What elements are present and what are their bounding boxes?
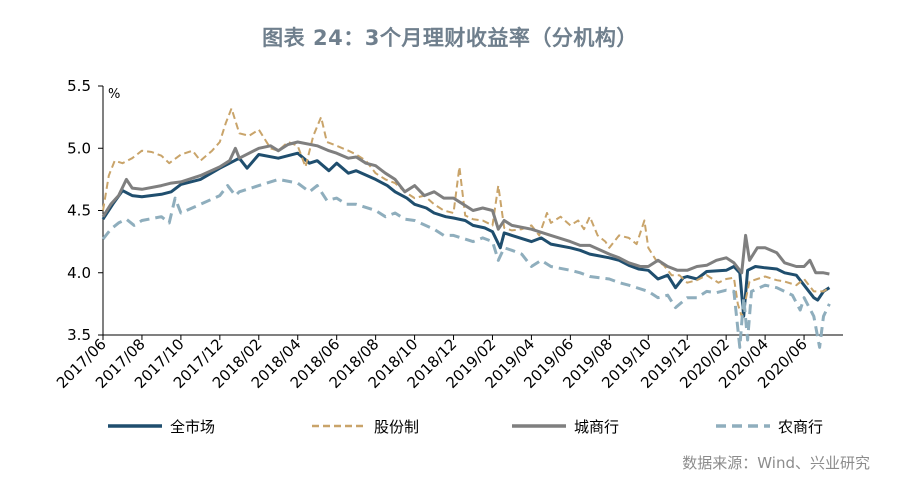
legend: 全市场 股份制 城商行 农商行 [108,418,823,436]
chart-title: 图表 24：3个月理财收益率（分机构） [262,26,638,50]
series-line-全市场 [101,151,831,318]
data-source-note: 数据来源：Wind、兴业研究 [682,454,870,472]
y-tick-label: 5.5 [67,77,91,95]
y-unit-label: % [108,87,120,102]
y-tick-label: 4.0 [67,264,91,282]
legend-label: 全市场 [170,418,215,436]
series-lines [101,107,831,349]
legend-label: 农商行 [778,418,823,436]
series-line-城商行 [101,140,830,276]
y-tick-label: 3.5 [67,326,91,344]
y-tick-label: 5.0 [67,139,91,157]
series-line-农商行 [101,177,831,349]
series-line-股份制 [102,107,830,318]
legend-label: 城商行 [574,418,619,436]
legend-label: 股份制 [374,418,419,436]
axes: 3.54.04.55.05.5 %2017/062017/082017/10201… [53,77,843,392]
y-tick-label: 4.5 [67,202,91,220]
